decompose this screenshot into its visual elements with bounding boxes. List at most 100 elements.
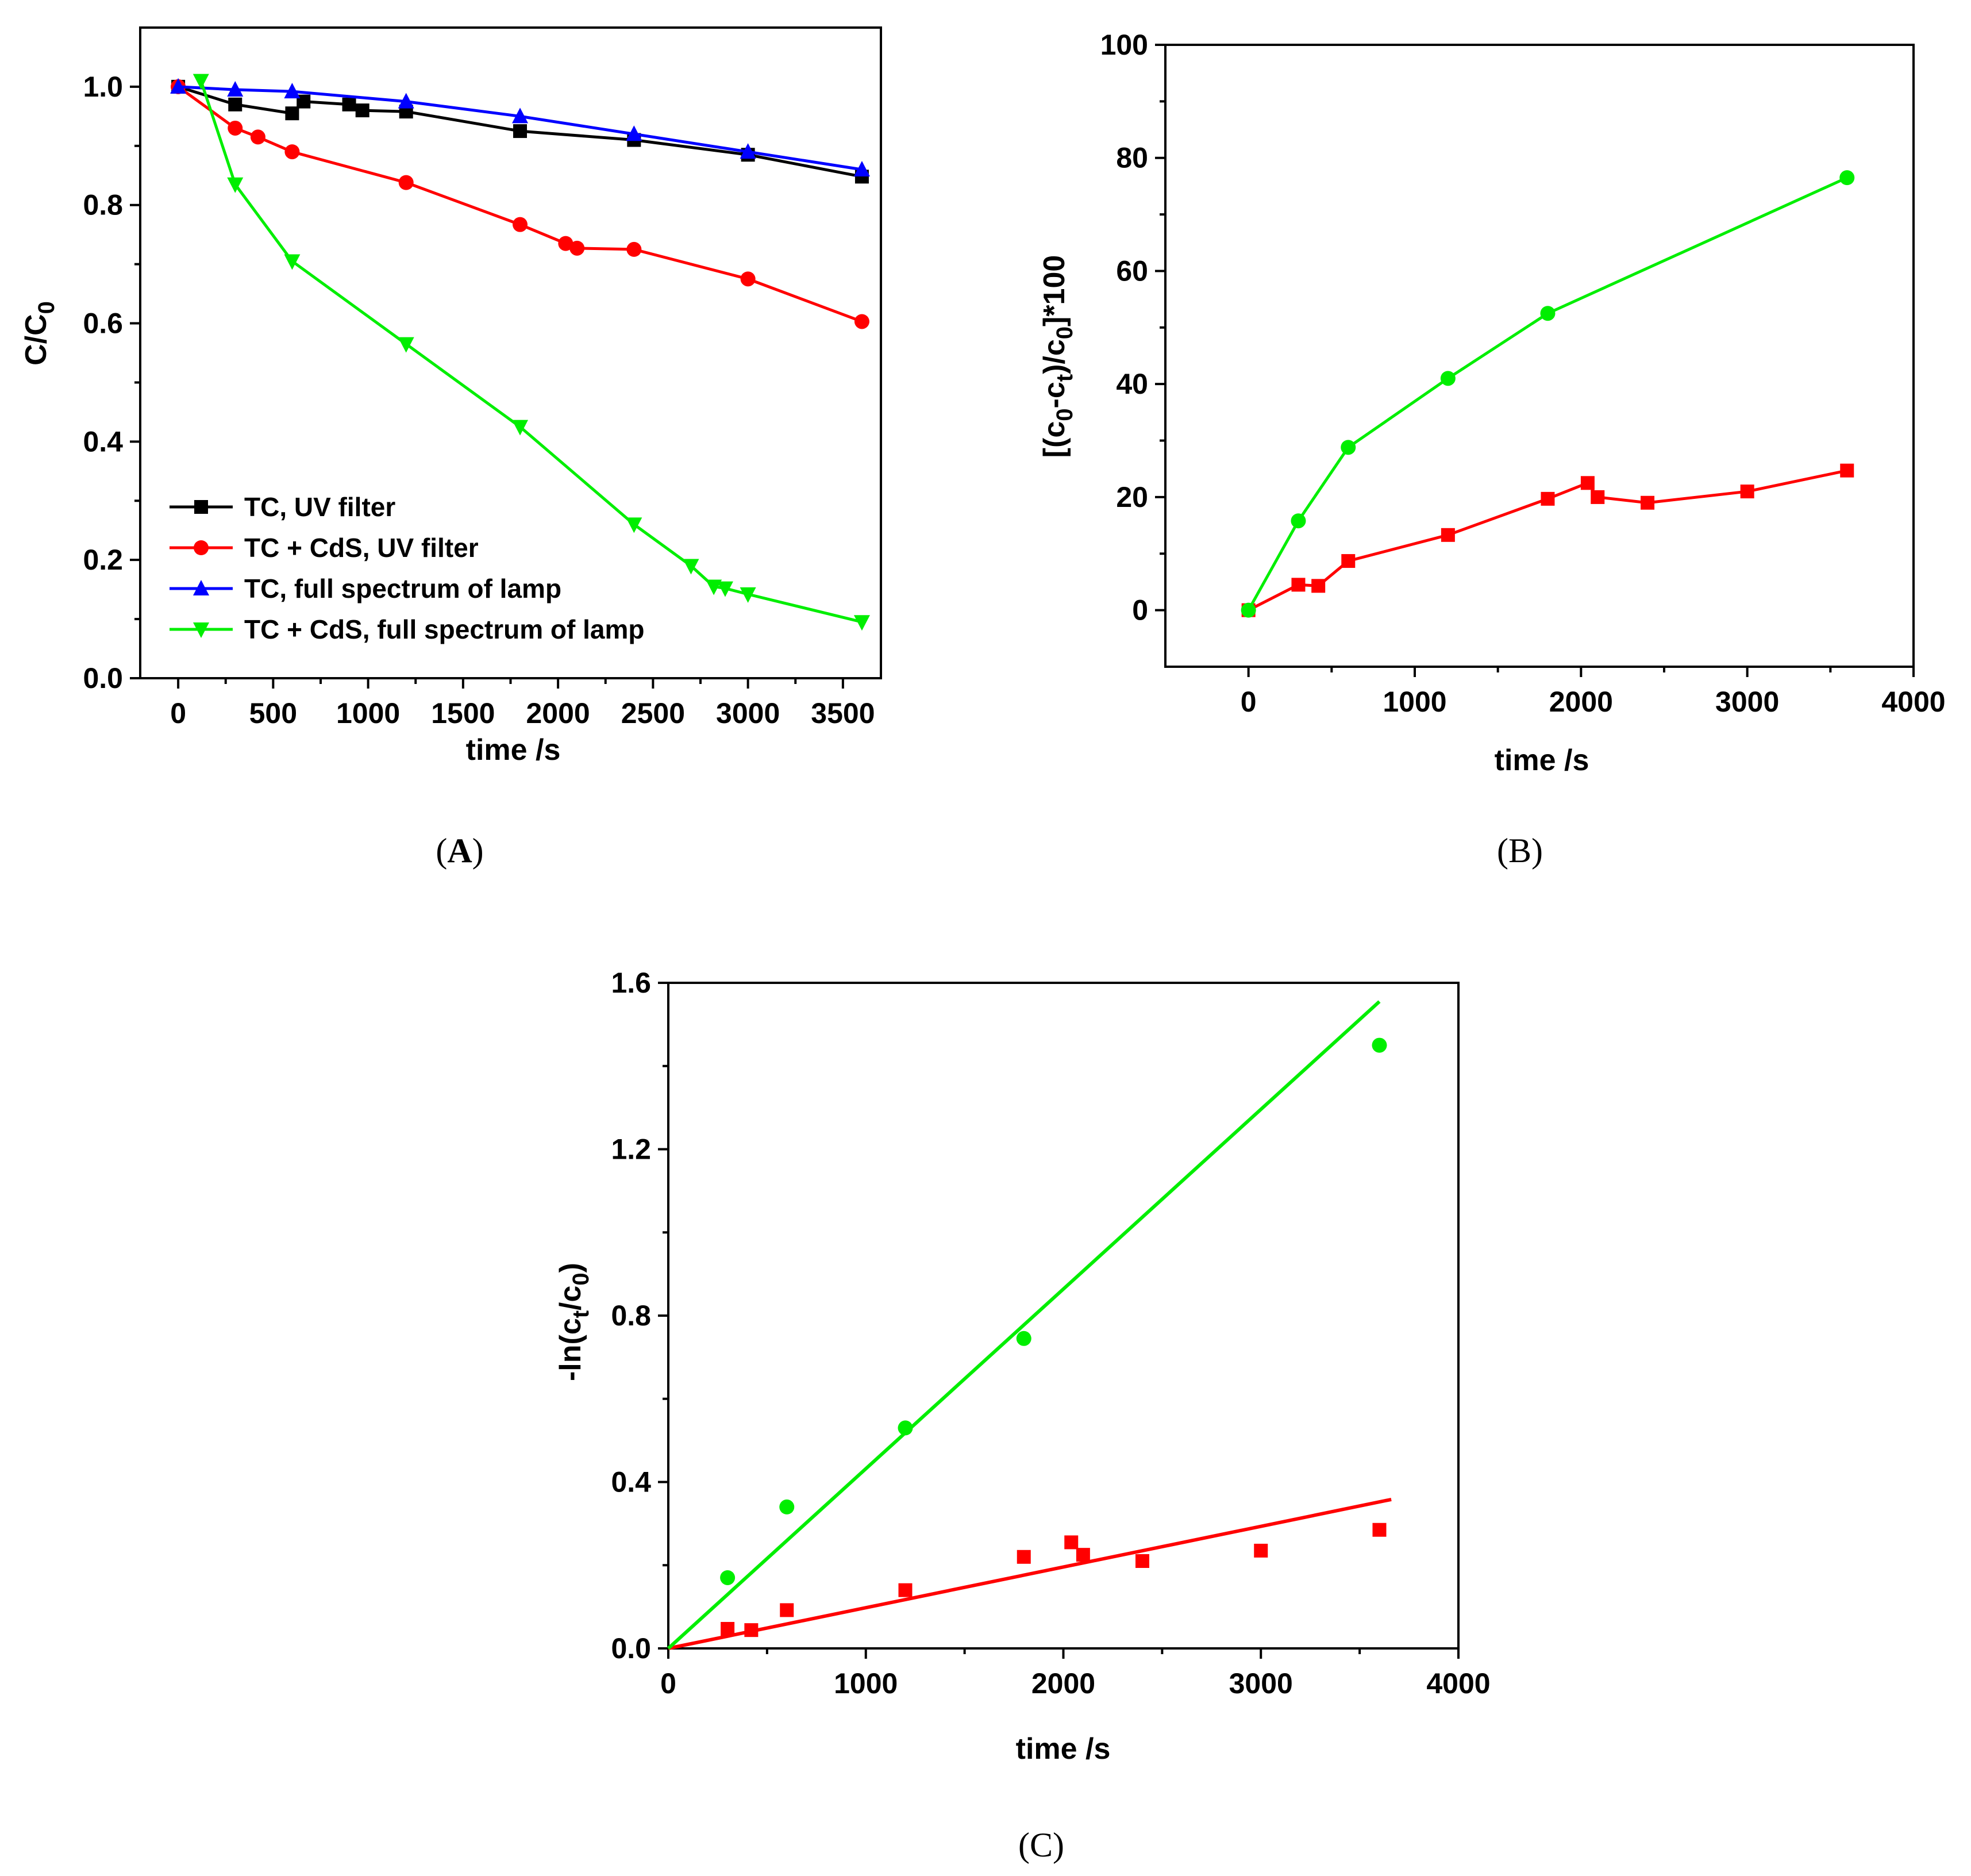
legend-a: TC, UV filter TC + CdS, UV filter TC, full… bbox=[170, 492, 644, 644]
y-tick-label: 1.6 bbox=[611, 967, 651, 999]
data-point bbox=[779, 1499, 795, 1514]
data-point bbox=[193, 74, 209, 90]
panel-label-c: (C) bbox=[1018, 1826, 1064, 1864]
data-point bbox=[1541, 491, 1555, 506]
series-1 bbox=[667, 1000, 1387, 1650]
x-tick-label: 0 bbox=[660, 1667, 676, 1700]
data-point bbox=[1840, 463, 1854, 478]
y-tick-label: 0.0 bbox=[611, 1632, 651, 1664]
y-tick-label: 20 bbox=[1116, 481, 1148, 513]
data-point bbox=[740, 271, 756, 287]
x-tick-label: 4000 bbox=[1426, 1667, 1490, 1700]
y-tick-label: 0.2 bbox=[83, 544, 123, 576]
x-tick-label: 0 bbox=[1241, 686, 1257, 718]
x-tick-label: 1000 bbox=[336, 697, 400, 729]
series-line bbox=[178, 85, 863, 171]
data-point bbox=[342, 97, 356, 112]
fit-line bbox=[667, 1000, 1381, 1650]
x-tick-label: 3500 bbox=[811, 697, 875, 729]
data-point bbox=[854, 314, 869, 329]
y-tick-label: 0.8 bbox=[611, 1300, 651, 1332]
series-a bbox=[170, 74, 870, 631]
fit-line bbox=[668, 1497, 1392, 1650]
x-tick-label: 2000 bbox=[1031, 1667, 1095, 1700]
chart-panel-a: 0 500 1000 1500 2000 2500 3000 3500 0.0 0.2 0.4 0.6… bbox=[20, 26, 882, 870]
data-point bbox=[228, 120, 243, 136]
series-0 bbox=[1241, 463, 1854, 617]
y-tick-label: 0.0 bbox=[83, 662, 123, 694]
data-point bbox=[227, 81, 244, 97]
series-3 bbox=[193, 74, 870, 631]
legend-marker bbox=[193, 580, 209, 595]
data-point bbox=[1291, 578, 1306, 592]
x-tick-label: 2000 bbox=[1549, 686, 1613, 718]
y-axis-label-b: [(c0-ct)/c0]*100 bbox=[1038, 255, 1077, 458]
data-point bbox=[284, 83, 301, 99]
chart-panel-b: 0 1000 2000 3000 4000 0 20 40 60 80 100 time /s [(… bbox=[1038, 29, 1946, 870]
x-tick-label: 2500 bbox=[621, 697, 685, 729]
data-point bbox=[626, 125, 642, 141]
data-point bbox=[1135, 1554, 1149, 1569]
data-point bbox=[1016, 1331, 1031, 1346]
ticks-c: 0 1000 2000 3000 4000 0.0 0.4 0.8 1.2 1.6 bbox=[611, 967, 1490, 1700]
y-tick-label: 60 bbox=[1116, 255, 1148, 287]
ticks-a: 0 500 1000 1500 2000 2500 3000 3500 0.0 0.2 0.4 0.6… bbox=[83, 71, 875, 729]
data-point bbox=[1441, 528, 1455, 542]
series-0 bbox=[668, 1497, 1392, 1650]
y-tick-label: 0 bbox=[1132, 594, 1148, 626]
x-tick-label: 4000 bbox=[1881, 686, 1945, 718]
legend-label: TC + CdS, UV filter bbox=[244, 533, 479, 563]
y-tick-label: 1.0 bbox=[83, 71, 123, 103]
data-point bbox=[1641, 495, 1655, 510]
x-tick-label: 2000 bbox=[526, 697, 590, 729]
plot-frame-b bbox=[1164, 44, 1915, 668]
data-point bbox=[1740, 485, 1754, 499]
series-line bbox=[1248, 469, 1847, 612]
x-axis-label-c: time /s bbox=[1016, 1732, 1111, 1766]
data-point bbox=[626, 241, 642, 257]
data-point bbox=[513, 124, 528, 139]
data-point bbox=[740, 143, 756, 159]
data-point bbox=[744, 1623, 759, 1637]
data-point bbox=[1341, 554, 1356, 568]
panel-label-b: (B) bbox=[1497, 832, 1543, 870]
y-axis-label-c: -ln(ct/c0) bbox=[554, 1263, 594, 1381]
series-1 bbox=[1241, 170, 1855, 618]
data-point bbox=[683, 559, 699, 575]
x-tick-label: 3000 bbox=[1715, 686, 1779, 718]
data-point bbox=[513, 217, 528, 232]
data-point bbox=[1341, 440, 1356, 455]
data-point bbox=[398, 337, 414, 353]
ticks-b: 0 1000 2000 3000 4000 0 20 40 60 80 100 bbox=[1100, 29, 1946, 718]
plot-border bbox=[1164, 44, 1915, 668]
data-point bbox=[250, 129, 265, 145]
data-point bbox=[1372, 1037, 1387, 1053]
x-tick-label: 0 bbox=[170, 697, 186, 729]
data-point bbox=[1311, 579, 1326, 593]
y-tick-label: 0.4 bbox=[611, 1466, 651, 1498]
legend-label: TC, full spectrum of lamp bbox=[244, 574, 561, 603]
data-point bbox=[558, 236, 573, 251]
x-tick-label: 1000 bbox=[1383, 686, 1446, 718]
y-tick-label: 1.2 bbox=[611, 1133, 651, 1166]
data-point bbox=[1372, 1523, 1387, 1537]
data-point bbox=[398, 93, 414, 109]
data-point bbox=[398, 175, 414, 190]
data-point bbox=[853, 160, 870, 176]
data-point bbox=[898, 1583, 913, 1597]
data-point bbox=[898, 1420, 913, 1436]
legend-marker bbox=[194, 500, 208, 514]
series-line bbox=[1247, 176, 1848, 611]
series-c bbox=[667, 1000, 1392, 1650]
data-point bbox=[284, 254, 301, 270]
data-point bbox=[1064, 1535, 1079, 1550]
data-point bbox=[228, 97, 242, 112]
x-axis-label-b: time /s bbox=[1495, 744, 1589, 777]
data-point bbox=[1839, 170, 1855, 186]
legend-label: TC + CdS, full spectrum of lamp bbox=[244, 614, 644, 644]
data-point bbox=[512, 107, 529, 124]
plot-border bbox=[667, 982, 1460, 1650]
x-tick-label: 500 bbox=[249, 697, 297, 729]
data-point bbox=[355, 103, 369, 118]
